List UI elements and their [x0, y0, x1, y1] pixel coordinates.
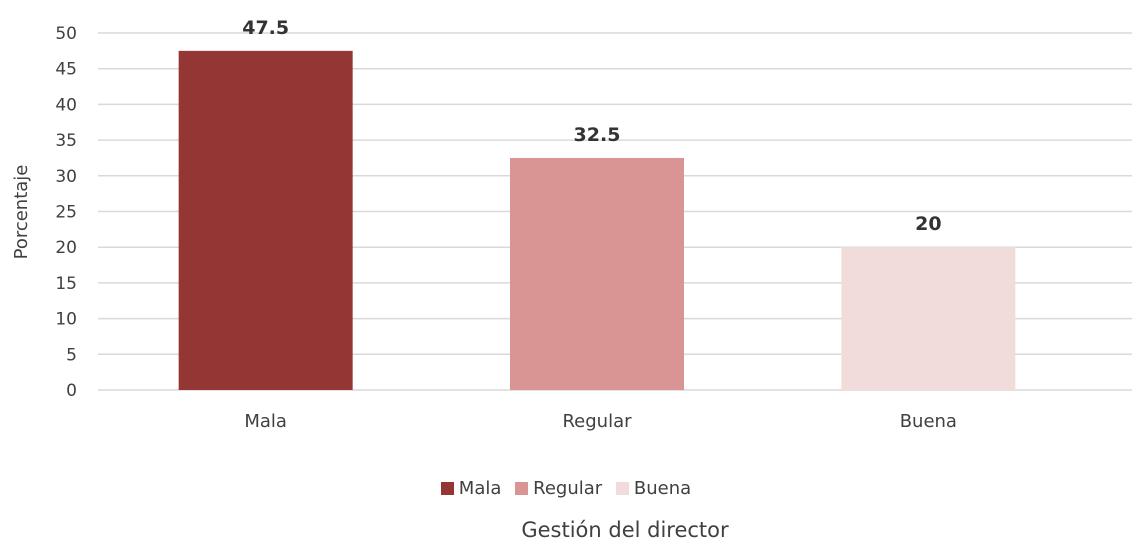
x-axis-title: Gestión del director: [521, 518, 729, 542]
x-tick-label-buena: Buena: [900, 411, 957, 432]
y-axis-title: Porcentaje: [11, 165, 32, 260]
legend-label-buena: Buena: [633, 478, 692, 499]
y-tick-label: 10: [55, 310, 77, 330]
legend-swatch-buena: [615, 482, 629, 495]
bar-regular: [510, 157, 684, 390]
legend-item-mala: Mala: [440, 478, 502, 499]
bar-chart: 0 5 10 15 20 25 30 35 40 45 50 47.5 32.5 20 Mala Regu…: [11, 17, 1132, 432]
legend-item-buena: Buena: [615, 478, 692, 499]
y-tick-label: 15: [55, 274, 77, 294]
legend-item-regular: Regular: [515, 478, 602, 499]
data-label-mala: 47.5: [242, 17, 289, 39]
x-tick-label-regular: Regular: [562, 411, 632, 432]
bar-mala: [178, 50, 353, 390]
y-tick-label: 40: [55, 95, 77, 115]
legend-swatch-mala: [440, 482, 454, 495]
y-axis-ticks: 0 5 10 15 20 25 30 35 40 45 50: [55, 24, 77, 401]
bars: [178, 50, 1016, 390]
y-tick-label: 50: [55, 24, 77, 44]
y-tick-label: 30: [55, 167, 77, 187]
y-tick-label: 0: [66, 381, 77, 401]
y-tick-label: 35: [55, 131, 77, 151]
legend-label-regular: Regular: [533, 478, 603, 499]
x-tick-label-mala: Mala: [244, 411, 287, 432]
legend: Mala Regular Buena: [0, 478, 1132, 499]
legend-swatch-regular: [515, 482, 529, 495]
y-tick-label: 45: [55, 60, 77, 80]
data-label-regular: 32.5: [574, 124, 621, 146]
data-label-buena: 20: [915, 213, 941, 235]
legend-label-mala: Mala: [458, 478, 502, 499]
data-labels: 47.5 32.5 20: [242, 17, 941, 235]
y-tick-label: 5: [66, 345, 77, 365]
y-tick-label: 20: [55, 238, 77, 258]
y-tick-label: 25: [55, 203, 77, 223]
bar-buena: [841, 247, 1016, 390]
x-axis-categories: Mala Regular Buena: [244, 411, 957, 432]
